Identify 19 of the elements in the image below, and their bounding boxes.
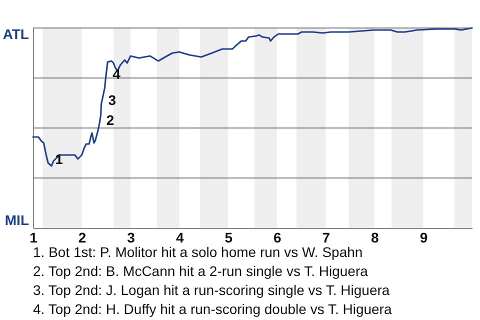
annotation: 1 [55,151,64,167]
x-tick-label: 7 [322,230,330,246]
text: MIL [4,212,30,228]
x-tick-label: 8 [371,230,380,246]
x-tick-label: 4 [176,230,184,246]
x-tick-label: 9 [420,230,428,246]
annotation: 3 [108,92,116,108]
x-tick-label: 5 [224,230,233,246]
text: 2. Top 2nd: B. McCann hit a 2-run single vs T. Higuera [33,262,369,281]
x-tick-label: 6 [273,230,282,246]
x-tick-label: 2 [78,230,86,246]
x-tick-label: 3 [127,230,136,246]
x-tick-label: 1 [30,230,38,246]
text: 1. Bot 1st: P. Molitor hit a solo home run vs W. Spahn [33,244,363,260]
ref-line-label: ATL [2,26,30,42]
text: 3. Top 2nd: J. Logan hit a run-scoring single vs T. Higuera [33,281,391,300]
annotation: 2 [106,112,114,128]
annotation: 4 [112,66,121,82]
text: 4. Top 2nd: H. Duffy hit a run-scoring double vs T. Higuera [33,300,392,319]
